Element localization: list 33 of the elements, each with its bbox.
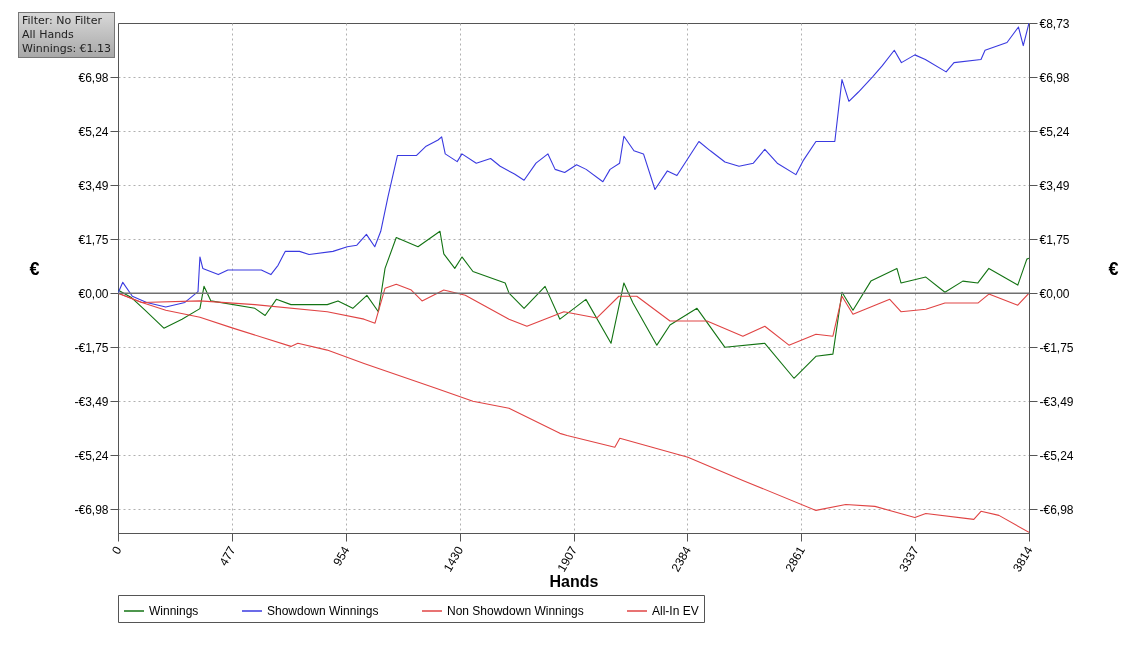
y-tick-label: -€3,49 — [74, 394, 109, 409]
y-tick-label: €1,75 — [78, 232, 109, 247]
y2-tick-label: €6,98 — [1039, 70, 1070, 85]
text: Filter: No Filter — [22, 14, 103, 28]
y-axis-title: € — [29, 258, 40, 279]
y2-tick-label: -€5,24 — [1039, 448, 1074, 463]
x-tick-label: 0 — [109, 543, 125, 557]
y-tick-label: €5,24 — [78, 124, 109, 139]
line-series — [118, 23, 1029, 308]
y2-tick-label: -€3,49 — [1039, 394, 1074, 409]
legend-label: Non Showdown Winnings — [447, 604, 584, 618]
x-tick-label: 477 — [216, 543, 239, 569]
y2-tick-label: -€1,75 — [1039, 340, 1074, 355]
y-tick-label: €6,98 — [78, 70, 109, 85]
y-tick-label: -€6,98 — [74, 502, 109, 517]
y2-axis-title: € — [1108, 258, 1119, 279]
y-tick-label: -€5,24 — [74, 448, 109, 463]
x-axis-title: Hands — [549, 572, 599, 590]
y2-tick-label: €3,49 — [1039, 178, 1070, 193]
legend-label: Winnings — [149, 604, 199, 618]
y2-tick-label: €8,73 — [1039, 16, 1070, 31]
y-tick-label: €0,00 — [78, 286, 109, 301]
y-tick-label: €3,49 — [78, 178, 109, 193]
legend-label: Showdown Winnings — [267, 604, 379, 618]
text: All Hands — [22, 28, 75, 42]
y2-tick-label: €1,75 — [1039, 232, 1070, 247]
legend-label: All-In EV — [652, 604, 699, 618]
y2-tick-label: -€6,98 — [1039, 502, 1074, 517]
text: Winnings: €1.13 — [22, 42, 112, 56]
y-tick-label: -€1,75 — [74, 340, 109, 355]
y2-tick-label: €5,24 — [1039, 124, 1070, 139]
y2-tick-label: €0,00 — [1039, 286, 1070, 301]
x-tick-label: 954 — [330, 543, 353, 569]
